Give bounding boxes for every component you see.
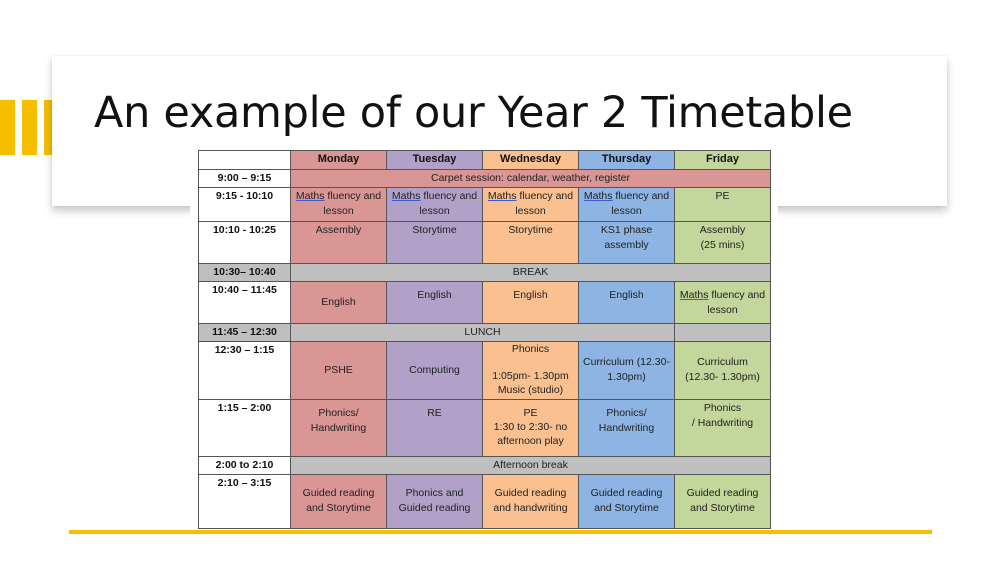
- corner-cell: [198, 150, 291, 170]
- cell-monday: Maths fluency and lesson: [290, 187, 387, 222]
- accent-bar-1: [0, 100, 15, 155]
- cell-tuesday: Computing: [386, 341, 483, 400]
- table-row: 9:15 - 10:10 Maths fluency and lesson Ma…: [198, 187, 771, 222]
- cell-friday: PE: [674, 187, 771, 222]
- time-cell: 9:00 – 9:15: [198, 168, 291, 189]
- slide-title: An example of our Year 2 Timetable: [94, 88, 853, 138]
- table-row: 12:30 – 1:15 PSHE Computing Phonics 1:05…: [198, 341, 771, 400]
- lesson-text: fluency and lesson: [515, 190, 574, 218]
- cell-wednesday: Phonics 1:05pm- 1.30pm Music (studio): [482, 341, 579, 400]
- time-cell: 2:10 – 3:15: [198, 473, 291, 529]
- lesson-text: fluency and lesson: [611, 190, 670, 218]
- time-cell: 1:15 – 2:00: [198, 398, 291, 457]
- table-row: 2:00 to 2:10 Afternoon break: [198, 455, 771, 475]
- cell-thursday: Curriculum (12.30- 1.30pm): [578, 341, 675, 400]
- cell-thursday: KS1 phase assembly: [578, 220, 675, 264]
- maths-word: Maths: [583, 190, 613, 203]
- maths-word: Maths: [295, 190, 325, 203]
- time-cell: 12:30 – 1:15: [198, 341, 291, 400]
- carpet-session-cell: Carpet session: calendar, weather, regis…: [290, 168, 771, 189]
- cell-wednesday: Maths fluency and lesson: [482, 187, 579, 222]
- cell-monday: Guided reading and Storytime: [290, 473, 387, 529]
- lesson-text: fluency and lesson: [419, 190, 478, 218]
- cell-tuesday: Maths fluency and lesson: [386, 187, 483, 222]
- header-tuesday: Tuesday: [386, 150, 483, 170]
- maths-word: Maths: [487, 190, 517, 203]
- time-cell: 10:10 - 10:25: [198, 220, 291, 264]
- maths-word: Maths: [679, 288, 709, 301]
- cell-monday: PSHE: [290, 341, 387, 400]
- header-wednesday: Wednesday: [482, 150, 579, 170]
- cell-friday: Curriculum (12.30- 1.30pm): [674, 341, 771, 400]
- timetable-image: Monday Tuesday Wednesday Thursday Friday…: [190, 150, 778, 529]
- cell-thursday: Maths fluency and lesson: [578, 187, 675, 222]
- time-cell: 9:15 - 10:10: [198, 187, 291, 222]
- maths-word: Maths: [391, 190, 421, 203]
- cell-tuesday: English: [386, 280, 483, 324]
- cell-tuesday: Storytime: [386, 220, 483, 264]
- table-row: 10:30– 10:40 BREAK: [198, 262, 771, 282]
- time-cell: 10:40 – 11:45: [198, 280, 291, 324]
- cell-friday: Maths fluency and lesson: [674, 280, 771, 324]
- cell-thursday: Phonics/ Handwriting: [578, 398, 675, 457]
- cell-wednesday: Storytime: [482, 220, 579, 264]
- time-cell: 11:45 – 12:30: [198, 322, 291, 343]
- bottom-accent-line: [69, 530, 932, 534]
- cell-monday: Phonics/ Handwriting: [290, 398, 387, 457]
- cell-tuesday: RE: [386, 398, 483, 457]
- cell-friday: Guided reading and Storytime: [674, 473, 771, 529]
- cell-wednesday: PE 1:30 to 2:30- no afternoon play: [482, 398, 579, 457]
- cell-wednesday: Guided reading and handwriting: [482, 473, 579, 529]
- table-row: 10:10 - 10:25 Assembly Storytime Storyti…: [198, 220, 771, 264]
- table-row: 1:15 – 2:00 Phonics/ Handwriting RE PE 1…: [198, 398, 771, 457]
- accent-bar-2: [22, 100, 37, 155]
- header-monday: Monday: [290, 150, 387, 170]
- break-cell: BREAK: [290, 262, 771, 282]
- cell-thursday: English: [578, 280, 675, 324]
- time-cell: 10:30– 10:40: [198, 262, 291, 282]
- cell-thursday: Guided reading and Storytime: [578, 473, 675, 529]
- header-friday: Friday: [674, 150, 771, 170]
- cell-tuesday: Phonics and Guided reading: [386, 473, 483, 529]
- cell-friday: Phonics / Handwriting: [674, 398, 771, 457]
- table-row: 9:00 – 9:15 Carpet session: calendar, we…: [198, 168, 771, 189]
- lunch-cell: LUNCH: [290, 322, 675, 343]
- timetable: Monday Tuesday Wednesday Thursday Friday…: [198, 150, 771, 529]
- cell-friday: Assembly (25 mins): [674, 220, 771, 264]
- table-header-row: Monday Tuesday Wednesday Thursday Friday: [198, 150, 771, 170]
- lunch-cell-friday: [674, 322, 771, 343]
- header-thursday: Thursday: [578, 150, 675, 170]
- cell-monday: Assembly: [290, 220, 387, 264]
- cell-wednesday: English: [482, 280, 579, 324]
- table-row: 10:40 – 11:45 English English English En…: [198, 280, 771, 324]
- afternoon-break-cell: Afternoon break: [290, 455, 771, 475]
- lesson-text: fluency and lesson: [323, 190, 382, 218]
- table-row: 11:45 – 12:30 LUNCH: [198, 322, 771, 343]
- table-row: 2:10 – 3:15 Guided reading and Storytime…: [198, 473, 771, 529]
- lesson-text: fluency and lesson: [707, 288, 766, 317]
- time-cell: 2:00 to 2:10: [198, 455, 291, 475]
- cell-monday: English: [290, 280, 387, 324]
